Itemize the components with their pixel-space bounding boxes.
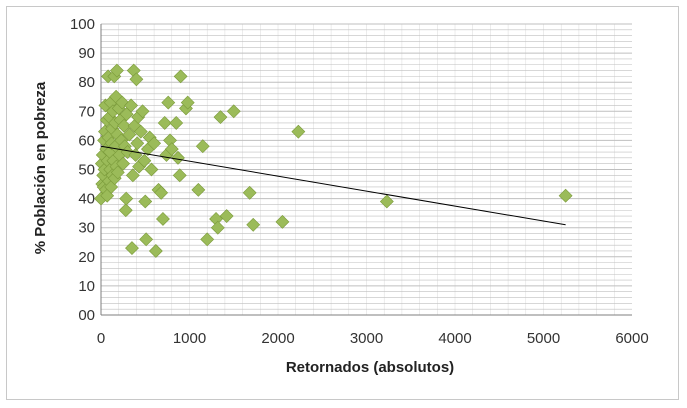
y-tick-label: 20 (78, 249, 95, 266)
data-point (191, 182, 206, 197)
data-point (172, 168, 187, 183)
x-tick-label: 4000 (438, 330, 471, 347)
y-tick-label: 10 (78, 278, 95, 295)
data-point (226, 104, 241, 119)
data-point (124, 98, 139, 113)
data-point (200, 232, 215, 247)
data-point (137, 153, 152, 168)
y-tick-labels: 00 10 20 30 40 50 60 70 80 90 100 (70, 16, 95, 324)
data-point (135, 104, 150, 119)
data-point (164, 142, 179, 157)
data-point (118, 203, 133, 218)
y-axis-title: % Población en pobreza (32, 81, 49, 254)
data-point (133, 124, 148, 139)
y-tick-label: 60 (78, 132, 95, 149)
data-point (125, 168, 140, 183)
data-point (138, 194, 153, 209)
data-point (291, 124, 306, 139)
data-point (139, 232, 154, 247)
data-point (110, 63, 124, 78)
x-tick-label: 6000 (615, 330, 648, 347)
data-point (130, 136, 145, 151)
data-point (157, 116, 172, 130)
data-point (117, 118, 131, 133)
x-tick-label: 0 (97, 330, 105, 347)
data-point (144, 162, 159, 177)
data-points (94, 63, 573, 258)
data-point (147, 136, 162, 151)
x-axis-title: Retornados (absolutos) (286, 359, 454, 376)
data-point (219, 209, 234, 223)
data-point (148, 244, 163, 258)
data-point (195, 139, 210, 154)
data-point (213, 110, 228, 125)
x-tick-label: 1000 (173, 330, 206, 347)
data-point (129, 72, 144, 87)
y-tick-label: 80 (78, 74, 95, 91)
data-point (210, 220, 225, 235)
x-tick-label: 5000 (527, 330, 560, 347)
data-point (161, 95, 176, 110)
data-point (379, 194, 394, 209)
y-tick-label: 70 (78, 103, 95, 120)
data-point (275, 214, 290, 229)
data-point (169, 116, 184, 130)
data-point (110, 165, 125, 180)
data-point (246, 217, 261, 232)
data-point (122, 127, 137, 142)
trendline (100, 145, 566, 226)
data-point (558, 188, 573, 203)
data-point (119, 191, 134, 206)
data-point (116, 156, 131, 171)
data-point (154, 185, 169, 200)
y-tick-label: 100 (70, 16, 95, 33)
data-point (115, 95, 130, 110)
data-point (125, 241, 139, 255)
data-point (156, 212, 170, 226)
y-tick-label: 00 (78, 307, 95, 324)
x-tick-label: 2000 (261, 330, 294, 347)
data-point (171, 150, 185, 165)
y-tick-label: 30 (78, 220, 95, 237)
y-tick-label: 90 (78, 45, 95, 62)
y-tick-label: 40 (78, 191, 95, 208)
data-point (180, 95, 195, 110)
data-point (242, 185, 257, 200)
data-point (173, 69, 188, 84)
y-tick-label: 50 (78, 162, 95, 179)
x-tick-label: 3000 (350, 330, 383, 347)
x-tick-labels: 0 1000 2000 3000 4000 5000 6000 (97, 330, 649, 347)
trendline-group (100, 145, 566, 226)
